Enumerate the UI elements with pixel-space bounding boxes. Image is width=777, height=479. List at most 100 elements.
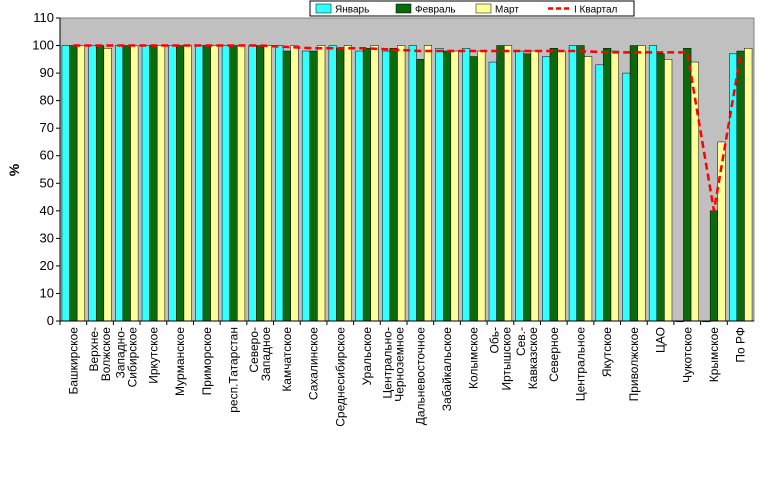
bar-2 [416, 59, 425, 322]
x-tick-label: Приморское [200, 327, 214, 396]
x-tick-label: Камчатское [280, 327, 294, 392]
bar-3 [584, 56, 593, 322]
x-tick-label: Мурманское [173, 327, 187, 396]
bar-1 [168, 45, 177, 322]
bar-3 [263, 45, 272, 322]
bar-3 [317, 45, 326, 322]
x-tick-label: Башкирское [66, 327, 80, 395]
bar-3 [744, 48, 753, 322]
bar-2 [523, 53, 532, 322]
bar-2 [336, 48, 345, 322]
legend-label: Март [495, 5, 519, 16]
x-tick-label: Верхне- [87, 327, 101, 372]
bar-3 [210, 45, 219, 322]
bar-2 [149, 45, 158, 322]
x-tick-label: Центрально- [381, 327, 395, 399]
bar-1 [568, 45, 577, 322]
bar-1 [195, 45, 204, 322]
bar-2 [576, 45, 585, 322]
bar-3 [76, 45, 85, 322]
x-tick-label: Северное [547, 327, 561, 382]
bar-1 [115, 45, 124, 322]
x-tick-label: Иркутское [146, 327, 160, 384]
x-tick-label: Дальневосточное [413, 327, 427, 426]
bar-2 [629, 45, 638, 322]
x-tick-label: Чукотское [680, 327, 694, 383]
y-axis-label: % [6, 163, 22, 176]
bar-3 [503, 45, 513, 322]
bar-1 [301, 50, 311, 322]
bar-1 [221, 45, 230, 322]
bar-1 [542, 56, 551, 322]
bar-3 [343, 45, 352, 322]
bar-1 [141, 45, 150, 322]
bar-3 [557, 50, 566, 322]
bar-2 [496, 45, 505, 322]
x-tick-label: Крымское [707, 327, 721, 383]
bar-3 [610, 50, 619, 322]
x-tick-label: Сахалинское [307, 327, 321, 400]
bar-3 [103, 48, 112, 322]
x-tick-label: ЦАО [654, 327, 668, 353]
y-tick-label: 70 [40, 120, 54, 135]
x-tick-label: Черноземное [393, 327, 407, 402]
bar-1 [88, 45, 97, 322]
x-tick-label: Западное [259, 327, 273, 381]
bar-1 [435, 48, 444, 322]
x-tick-label: Якутское [600, 327, 614, 377]
bar-3 [237, 45, 246, 322]
y-tick-label: 100 [32, 38, 54, 53]
x-tick-label: Колымское [467, 327, 481, 389]
bar-1 [462, 48, 471, 322]
x-tick-label: Уральское [360, 327, 374, 386]
bar-2 [362, 48, 372, 322]
bar-2 [282, 50, 291, 322]
bar-1 [328, 45, 337, 322]
bar-3 [156, 45, 166, 322]
x-tick-label: Волжское [99, 327, 113, 382]
x-tick-label: респ.Татарстан [227, 327, 241, 413]
bar-3 [530, 50, 539, 322]
y-tick-label: 50 [40, 175, 54, 190]
bar-2 [229, 45, 238, 322]
bar-3 [130, 45, 139, 322]
bar-2 [736, 50, 745, 322]
y-tick-label: 30 [40, 230, 54, 245]
bar-2 [69, 45, 78, 322]
legend-label: Февраль [415, 5, 456, 16]
x-tick-label: Кавказское [526, 327, 540, 390]
x-tick-label: Западно- [114, 327, 128, 378]
bar-3 [290, 45, 299, 322]
bar-1 [382, 50, 391, 322]
bar-1 [408, 45, 417, 322]
quarter-line [73, 44, 742, 212]
x-tick-label: Обь- [487, 327, 501, 353]
bar-2 [709, 210, 719, 322]
legend-box [309, 0, 635, 17]
bar-3 [183, 45, 192, 322]
bar-3 [637, 45, 646, 322]
bar-2 [603, 48, 612, 322]
bar-2 [389, 48, 398, 322]
bar-2 [656, 53, 665, 322]
legend-swatch [395, 3, 412, 14]
bar-2 [309, 50, 318, 322]
bar-3 [370, 45, 379, 322]
y-tick-label: 80 [40, 93, 54, 108]
bar-1 [622, 72, 631, 322]
bar-2 [122, 45, 131, 322]
y-tick-label: 40 [40, 203, 54, 218]
x-tick-label: Среднесибирское [333, 327, 347, 427]
bar-1 [275, 45, 284, 322]
y-tick-label: 90 [40, 65, 54, 80]
x-tick-label: Центральное [574, 327, 588, 402]
y-tick-label: 20 [40, 258, 54, 273]
x-tick-label: Иртышское [499, 327, 513, 391]
bar-1 [355, 50, 364, 322]
y-tick-label: 0 [47, 313, 54, 328]
y-tick-label: 10 [40, 285, 54, 300]
x-tick-label: По РФ [734, 327, 748, 363]
y-tick-label: 60 [40, 148, 54, 163]
